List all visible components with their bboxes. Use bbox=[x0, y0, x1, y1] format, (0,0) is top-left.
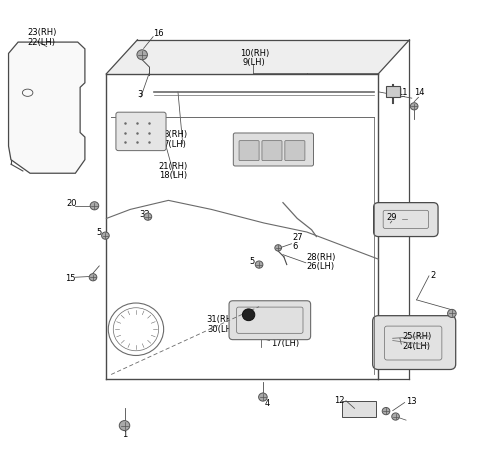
Text: 29: 29 bbox=[386, 212, 397, 222]
Polygon shape bbox=[9, 42, 85, 173]
Text: 25(RH)
24(LH): 25(RH) 24(LH) bbox=[402, 332, 432, 351]
Circle shape bbox=[447, 309, 456, 318]
FancyBboxPatch shape bbox=[116, 112, 166, 151]
Text: 14: 14 bbox=[414, 88, 424, 97]
Circle shape bbox=[392, 413, 399, 420]
FancyBboxPatch shape bbox=[372, 316, 456, 369]
Circle shape bbox=[144, 213, 152, 220]
Text: 1: 1 bbox=[122, 430, 127, 439]
Circle shape bbox=[242, 309, 255, 321]
FancyBboxPatch shape bbox=[229, 301, 311, 339]
Text: 28(RH)
26(LH): 28(RH) 26(LH) bbox=[307, 253, 336, 271]
Text: 5: 5 bbox=[249, 258, 254, 266]
Circle shape bbox=[255, 261, 263, 268]
Circle shape bbox=[89, 273, 97, 281]
FancyBboxPatch shape bbox=[233, 133, 313, 166]
FancyBboxPatch shape bbox=[373, 202, 438, 237]
Text: 13: 13 bbox=[406, 397, 417, 406]
Circle shape bbox=[259, 393, 267, 401]
FancyBboxPatch shape bbox=[385, 86, 400, 97]
Text: 12: 12 bbox=[335, 396, 345, 405]
FancyBboxPatch shape bbox=[239, 141, 259, 161]
Circle shape bbox=[382, 408, 390, 415]
Text: 5: 5 bbox=[96, 228, 102, 238]
FancyBboxPatch shape bbox=[285, 141, 305, 161]
FancyBboxPatch shape bbox=[262, 141, 282, 161]
Text: 32: 32 bbox=[140, 210, 150, 219]
Polygon shape bbox=[107, 40, 409, 74]
FancyBboxPatch shape bbox=[342, 401, 376, 417]
Text: 3: 3 bbox=[137, 90, 143, 99]
Circle shape bbox=[410, 103, 418, 110]
Text: 8(RH)
7(LH): 8(RH) 7(LH) bbox=[164, 130, 188, 149]
Text: 20: 20 bbox=[67, 198, 77, 207]
Circle shape bbox=[137, 50, 147, 60]
Circle shape bbox=[90, 202, 99, 210]
Text: 23(RH)
22(LH): 23(RH) 22(LH) bbox=[28, 28, 57, 47]
Text: 16: 16 bbox=[154, 29, 164, 38]
Text: 4: 4 bbox=[265, 399, 270, 409]
Circle shape bbox=[102, 232, 109, 239]
Text: 11: 11 bbox=[397, 88, 408, 97]
Text: 21(RH)
18(LH): 21(RH) 18(LH) bbox=[159, 162, 188, 180]
Text: 2: 2 bbox=[430, 271, 435, 280]
Text: 19(RH)
17(LH): 19(RH) 17(LH) bbox=[271, 329, 300, 348]
Text: 15: 15 bbox=[65, 273, 76, 283]
Circle shape bbox=[275, 245, 281, 251]
Circle shape bbox=[119, 420, 130, 430]
Text: 31(RH)
30(LH): 31(RH) 30(LH) bbox=[206, 315, 235, 334]
Text: 27
6: 27 6 bbox=[292, 233, 303, 251]
Text: 10(RH)
9(LH): 10(RH) 9(LH) bbox=[240, 49, 269, 67]
